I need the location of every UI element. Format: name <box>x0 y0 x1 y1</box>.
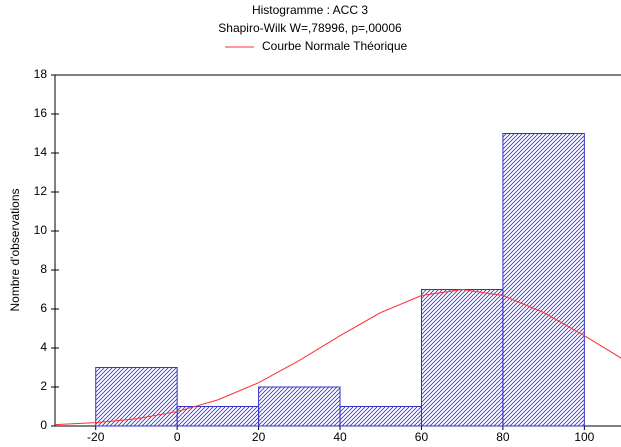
x-tick-label: 40 <box>333 430 347 444</box>
y-tick-label: 12 <box>34 184 48 198</box>
y-tick-label: 0 <box>40 418 47 432</box>
x-tick-label: 0 <box>174 430 181 444</box>
y-tick-label: 10 <box>34 223 48 237</box>
x-tick-label: 80 <box>496 430 510 444</box>
y-tick-label: 4 <box>40 340 47 354</box>
x-tick-label: 20 <box>252 430 266 444</box>
bar <box>420 289 504 427</box>
x-tick-label: 100 <box>574 430 594 444</box>
x-tick-label: 60 <box>415 430 429 444</box>
y-tick-label: 8 <box>40 262 47 276</box>
y-tick-label: 6 <box>40 301 47 315</box>
normal-curve <box>55 288 621 426</box>
legend-label: Courbe Normale Théorique <box>262 39 408 53</box>
y-axis-label: Nombre d'observations <box>8 188 22 311</box>
y-tick-label: 14 <box>34 145 48 159</box>
y-tick-label: 18 <box>34 67 48 81</box>
bar <box>339 406 422 427</box>
y-tick-label: 16 <box>34 106 48 120</box>
bar <box>502 133 585 427</box>
x-tick-label: -20 <box>87 430 105 444</box>
chart-subtitle: Shapiro-Wilk W=,78996, p=,00006 <box>218 21 402 35</box>
bar <box>95 367 178 427</box>
y-tick-label: 2 <box>40 379 47 393</box>
chart-title: Histogramme : ACC 3 <box>252 3 368 17</box>
bar <box>176 406 260 427</box>
bar <box>258 386 341 427</box>
